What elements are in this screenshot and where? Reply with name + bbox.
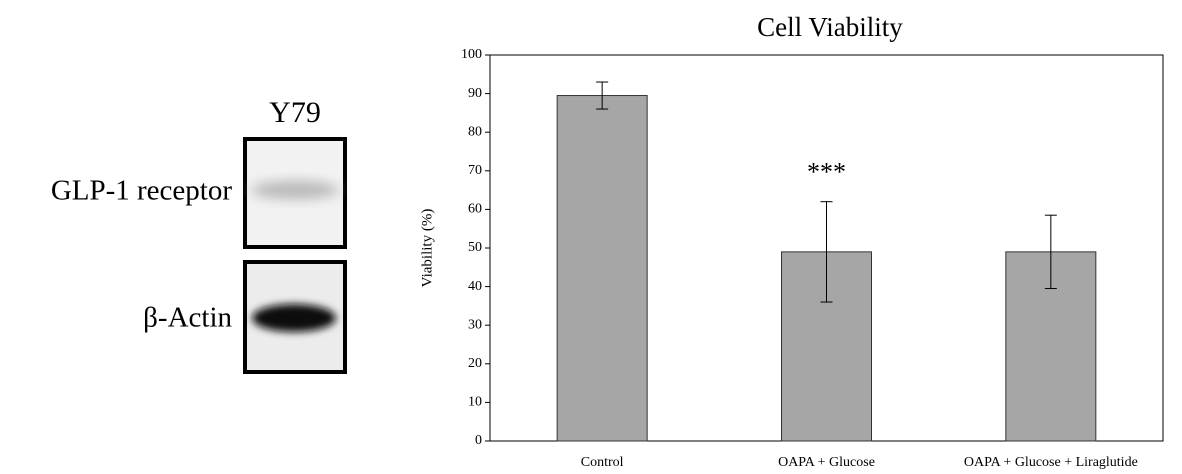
cell-line-label: Y79 <box>269 96 321 129</box>
band-label: GLP-1 receptor <box>51 175 233 207</box>
chart-title: Cell Viability <box>757 12 903 42</box>
y-tick-label: 60 <box>468 202 482 217</box>
y-tick-label: 90 <box>468 86 482 101</box>
figure: Y79 GLP-1 receptor β-Actin Cell Viabilit… <box>0 0 1182 474</box>
significance-label: *** <box>807 158 846 187</box>
y-tick-label: 10 <box>468 395 482 410</box>
x-tick-label: OAPA + Glucose <box>778 455 875 470</box>
y-tick-label: 50 <box>468 240 482 255</box>
y-tick-label: 30 <box>468 317 482 332</box>
y-tick-label: 20 <box>468 356 482 371</box>
x-tick-label: Control <box>581 455 624 470</box>
y-tick-label: 80 <box>468 124 482 139</box>
blot-band <box>251 181 339 199</box>
band-label: β-Actin <box>143 302 232 334</box>
y-tick-label: 40 <box>468 279 482 294</box>
y-axis-label: Viability (%) <box>419 209 435 288</box>
blot-band <box>252 304 336 332</box>
x-tick-label: OAPA + Glucose + Liraglutide <box>964 455 1138 470</box>
y-tick-label: 70 <box>468 163 482 178</box>
y-tick-label: 0 <box>475 433 482 448</box>
y-tick-label: 100 <box>461 47 482 62</box>
bar <box>557 96 647 441</box>
